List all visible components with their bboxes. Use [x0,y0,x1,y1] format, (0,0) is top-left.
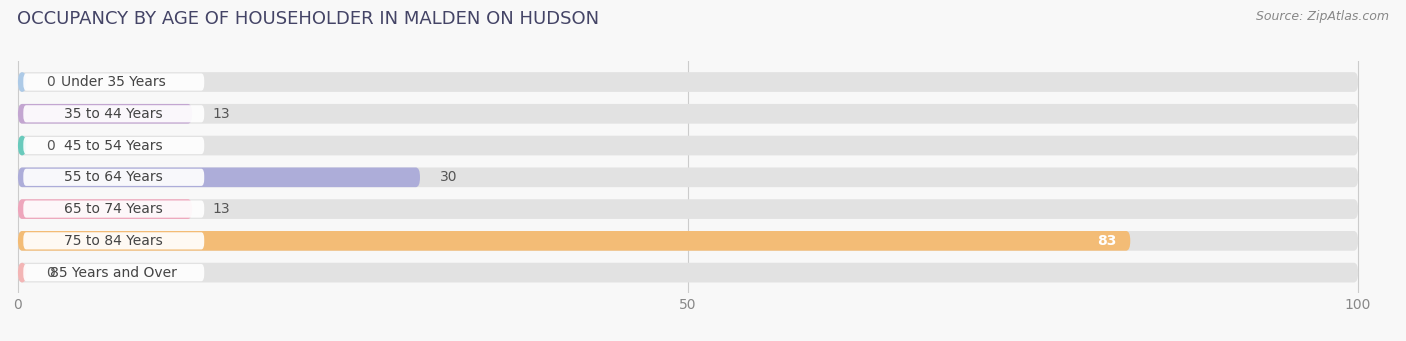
FancyBboxPatch shape [18,136,27,155]
FancyBboxPatch shape [18,199,1358,219]
FancyBboxPatch shape [24,201,204,218]
Text: 65 to 74 Years: 65 to 74 Years [65,202,163,216]
Text: OCCUPANCY BY AGE OF HOUSEHOLDER IN MALDEN ON HUDSON: OCCUPANCY BY AGE OF HOUSEHOLDER IN MALDE… [17,10,599,28]
Text: 13: 13 [212,107,231,121]
FancyBboxPatch shape [24,169,204,186]
Text: 13: 13 [212,202,231,216]
FancyBboxPatch shape [18,167,1358,187]
Text: 30: 30 [440,170,457,184]
FancyBboxPatch shape [18,199,193,219]
FancyBboxPatch shape [18,167,420,187]
FancyBboxPatch shape [18,231,1130,251]
FancyBboxPatch shape [24,264,204,281]
FancyBboxPatch shape [18,231,1358,251]
Text: 0: 0 [46,75,55,89]
Text: 35 to 44 Years: 35 to 44 Years [65,107,163,121]
Text: 55 to 64 Years: 55 to 64 Years [65,170,163,184]
FancyBboxPatch shape [18,136,1358,155]
FancyBboxPatch shape [18,104,193,124]
FancyBboxPatch shape [18,263,1358,282]
Text: 0: 0 [46,138,55,152]
FancyBboxPatch shape [18,263,27,282]
Text: 0: 0 [46,266,55,280]
Text: Source: ZipAtlas.com: Source: ZipAtlas.com [1256,10,1389,23]
Text: 85 Years and Over: 85 Years and Over [51,266,177,280]
FancyBboxPatch shape [24,73,204,91]
FancyBboxPatch shape [24,137,204,154]
FancyBboxPatch shape [18,72,1358,92]
Text: 45 to 54 Years: 45 to 54 Years [65,138,163,152]
Text: 83: 83 [1098,234,1116,248]
FancyBboxPatch shape [18,72,27,92]
FancyBboxPatch shape [24,232,204,249]
Text: Under 35 Years: Under 35 Years [62,75,166,89]
FancyBboxPatch shape [18,104,1358,124]
FancyBboxPatch shape [24,105,204,122]
Text: 75 to 84 Years: 75 to 84 Years [65,234,163,248]
